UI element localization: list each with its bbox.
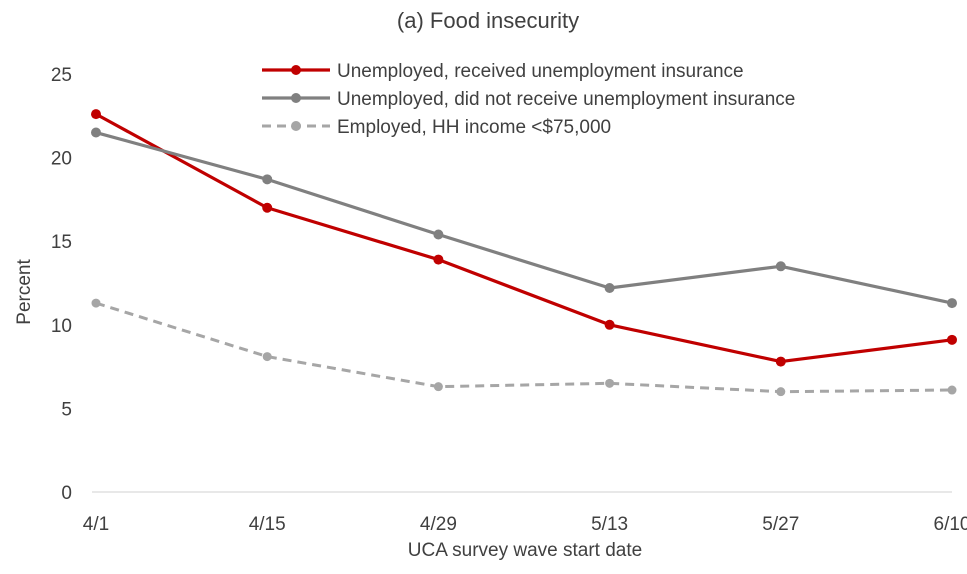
legend-label: Unemployed, received unemployment insura… [337,61,744,82]
data-point [947,385,957,395]
y-tick-label: 25 [51,65,72,86]
data-point [91,109,101,120]
data-point [775,261,786,272]
data-point [433,254,444,265]
legend-label: Unemployed, did not receive unemployment… [337,89,795,110]
legend-label: Employed, HH income <$75,000 [337,117,611,138]
data-point [262,202,273,213]
data-point [776,387,786,397]
data-point [262,352,272,362]
data-point [604,319,615,330]
chart-axes: 0 5 10 15 20 25 4/1 4/15 4/29 5/13 5/27 6/10 [51,65,967,535]
y-tick-label: 10 [51,316,72,337]
data-point [91,298,101,308]
y-tick-label: 5 [61,399,72,420]
y-axis-title: Percent [14,259,35,325]
series-line [95,301,953,394]
x-tick-label: 4/29 [420,514,457,535]
legend-marker [291,65,301,75]
chart-legend: Unemployed, received unemployment insura… [262,61,795,138]
data-point [947,334,957,345]
chart-title: (a) Food insecurity [397,8,579,33]
series-group [91,127,957,309]
data-point [262,174,273,185]
x-tick-label: 4/1 [83,514,109,535]
data-point [775,356,786,367]
x-tick-label: 4/15 [249,514,286,535]
data-point [605,378,615,388]
data-point [433,382,443,392]
y-tick-label: 20 [51,149,72,170]
series-group [91,298,957,397]
series-line [95,112,953,364]
series-line [95,130,953,305]
series-layer [91,109,957,397]
series-group [91,109,957,367]
data-point [604,283,615,294]
x-tick-label: 5/27 [762,514,799,535]
data-point [947,298,957,309]
x-tick-label: 5/13 [591,514,628,535]
legend-marker [291,121,301,131]
data-point [433,229,444,240]
y-tick-label: 0 [61,483,72,504]
data-point [91,127,101,138]
legend-marker [291,93,301,103]
x-axis-title: UCA survey wave start date [408,540,642,561]
x-tick-label: 6/10 [934,514,967,535]
y-tick-label: 15 [51,232,72,253]
